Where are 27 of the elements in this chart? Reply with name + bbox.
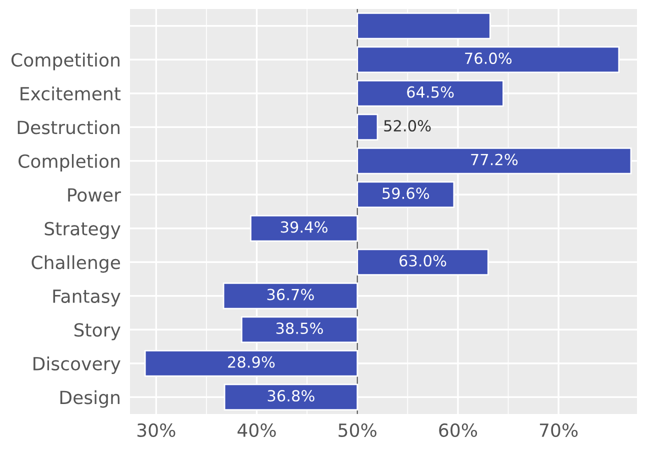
data-label: 63.0% [400,255,446,267]
x-tick-label: 50% [338,423,376,438]
data-label: 38.5% [276,322,323,334]
x-tick-label: 30% [137,423,176,438]
data-label: 28.9% [228,356,275,368]
y-tick-label: Completion [18,154,120,172]
x-tick-label: 70% [540,423,578,438]
y-tick-label: Discovery [34,356,120,374]
data-label: 36.8% [268,390,314,402]
data-label: 59.6% [382,188,430,200]
data-label: 36.7% [267,288,314,300]
y-tick-label: Power [68,188,121,202]
y-tick-label: Challenge [32,255,120,273]
data-label: 64.5% [407,86,454,98]
y-tick-label: Excitement [20,86,121,100]
x-tick-label: 60% [439,423,478,438]
y-tick-label: Story [74,323,120,340]
data-label: 39.4% [280,221,328,233]
y-tick-label: Design [60,390,120,408]
data-label: 52.0% [384,120,431,132]
data-label: 77.2% [471,154,518,166]
y-tick-label: Strategy [44,222,120,239]
y-tick-label: Competition [11,52,120,70]
y-tick-label: Fantasy [53,290,120,306]
data-label: 76.0% [465,52,512,64]
x-tick-label: 40% [238,423,276,438]
y-tick-label: Destruction [18,120,120,134]
